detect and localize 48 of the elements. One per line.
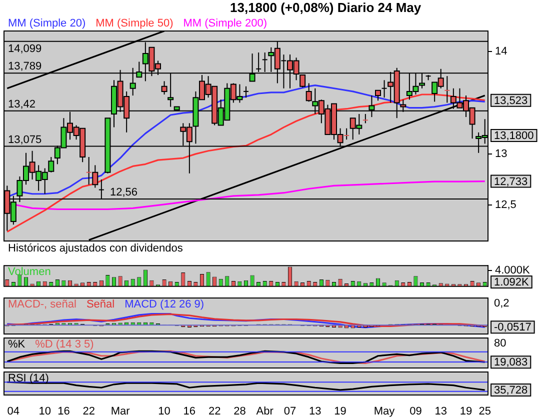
- text: -0,0517: [494, 322, 532, 334]
- series-label: MACD (12 26 9): [124, 298, 204, 311]
- series-label: %K: [8, 338, 26, 351]
- x-tick-label: Mar: [110, 406, 130, 418]
- y-tick-label: 14: [495, 46, 508, 58]
- x-tick-label: Abr: [256, 406, 274, 418]
- text: MM (Simple 50): [96, 18, 174, 30]
- x-tick-label: 10: [158, 406, 170, 418]
- x-tick-label: May: [374, 406, 396, 418]
- text: MM (Simple 20): [8, 18, 86, 30]
- y-tick-label: 4.000K: [495, 264, 531, 276]
- text: MM (Simple 200): [183, 18, 267, 30]
- x-tick-label: 28: [234, 406, 246, 418]
- x-tick-label: 22: [208, 406, 221, 418]
- series-label: MACD-, señal: [8, 298, 76, 311]
- x-tick-label: 19: [460, 406, 472, 418]
- text: 0,2: [494, 298, 510, 310]
- ref-line-label: 13,789: [8, 60, 42, 73]
- ref-line-label: 13,42: [8, 98, 36, 110]
- ref-line-label: 13,075: [8, 134, 42, 146]
- x-tick-label: 13: [309, 406, 322, 418]
- ref-line-label: 14,099: [8, 42, 42, 55]
- x-tick-label: 19: [334, 406, 346, 418]
- text: 35,728: [494, 384, 528, 397]
- x-tick-label: 22: [82, 406, 95, 418]
- text: 1.092K: [494, 276, 530, 289]
- text: Históricos ajustados con dividendos: [8, 242, 184, 255]
- x-tick-label: 25: [478, 406, 491, 418]
- series-label: %D (14 3 5): [35, 338, 94, 351]
- series-label: Volumen: [8, 266, 51, 278]
- y-tick-label: 12,5: [495, 199, 516, 212]
- x-tick-label: 09: [410, 406, 422, 418]
- x-tick-label: 04: [7, 406, 20, 418]
- x-tick-label: 16: [58, 406, 70, 418]
- x-tick-label: 13: [434, 406, 447, 418]
- text: 19,083: [494, 356, 528, 369]
- text: 13,1800: [494, 130, 534, 142]
- annotation: 12,733: [494, 176, 528, 188]
- y-tick-label: 13: [495, 148, 508, 160]
- x-tick-label: 16: [183, 406, 196, 418]
- ref-line-label: 12,56: [110, 186, 138, 199]
- series-label: RSI (14): [8, 372, 49, 385]
- text: 80: [494, 338, 506, 350]
- x-tick-label: 10: [38, 406, 51, 418]
- series-label: Señal: [86, 298, 115, 311]
- chart-title: 13,1800 (+0,08%) Diario 24 May: [229, 0, 422, 16]
- annotation: 13,523: [494, 94, 528, 107]
- x-tick-label: 07: [284, 406, 296, 418]
